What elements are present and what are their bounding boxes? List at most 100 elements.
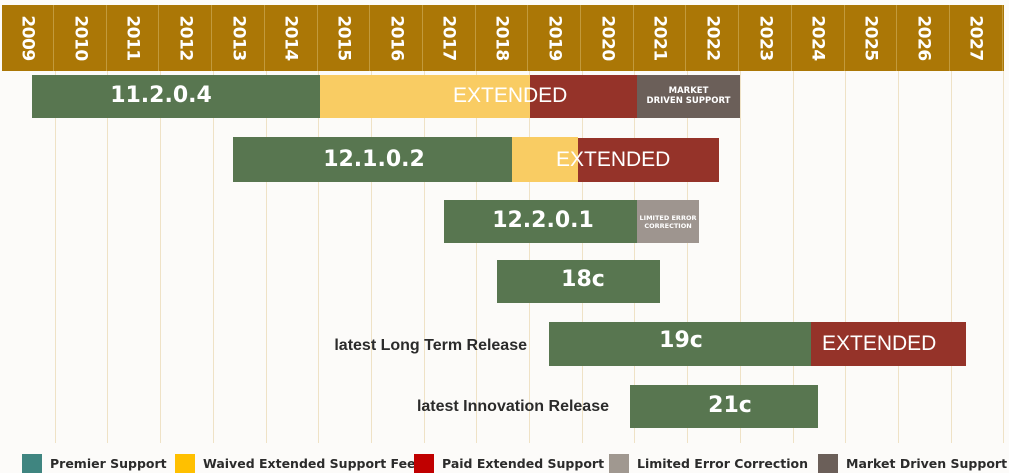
waived-extended-swatch	[175, 454, 195, 473]
year-label: 2015	[333, 15, 354, 61]
year-tick-2016: 2016	[371, 5, 423, 71]
gridline	[898, 71, 899, 443]
year-label: 2011	[122, 15, 143, 61]
year-label: 2023	[755, 15, 776, 61]
legend-label: Paid Extended Support	[442, 456, 605, 471]
year-tick-2025: 2025	[845, 5, 898, 71]
legend-item-market-driven-support: Market Driven Support	[818, 454, 1007, 473]
year-tick-2020: 2020	[582, 5, 634, 71]
year-label: 2026	[913, 15, 934, 61]
paid-extended-segment	[578, 138, 719, 182]
waived-extended-segment	[512, 137, 578, 182]
premier-support-swatch	[22, 454, 42, 473]
version-label: 19c	[659, 328, 703, 353]
paid-extended-swatch	[414, 454, 434, 473]
premier-support-segment	[233, 137, 512, 182]
year-label: 2017	[439, 15, 460, 61]
mds-label-line2: DRIVEN SUPPORT	[646, 96, 731, 106]
year-label: 2009	[17, 15, 38, 61]
legend-item-limited-error-correction: Limited Error Correction	[609, 454, 808, 473]
market-driven-support-segment	[637, 75, 740, 118]
year-tick-2024: 2024	[793, 5, 845, 71]
paid-extended-segment	[811, 322, 966, 366]
year-tick-2018: 2018	[476, 5, 529, 71]
year-label: 2024	[807, 15, 828, 61]
lec-label-line2: CORRECTION	[644, 222, 692, 230]
legend-label: Market Driven Support	[846, 456, 1008, 471]
extended-label: EXTENDED	[556, 148, 671, 171]
extended-label: EXTENDED	[822, 332, 937, 355]
premier-support-segment	[444, 200, 637, 243]
year-label: 2014	[280, 15, 301, 61]
year-tick-2014: 2014	[266, 5, 318, 71]
version-label: 18c	[561, 267, 605, 292]
year-tick-2011: 2011	[107, 5, 160, 71]
year-header-band	[2, 5, 1004, 71]
year-tick-2023: 2023	[740, 5, 792, 71]
gridline	[371, 71, 372, 443]
year-tick-2019: 2019	[529, 5, 581, 71]
year-tick-2010: 2010	[55, 5, 107, 71]
year-label: 2010	[70, 15, 91, 61]
market-driven-label: MARKET DRIVEN SUPPORT	[637, 86, 740, 106]
year-label: 2012	[175, 15, 196, 61]
legend: Premier Support Waived Extended Support …	[0, 450, 1009, 473]
gridline	[740, 71, 741, 443]
limited-error-correction-segment	[637, 200, 699, 243]
gridline	[793, 71, 794, 443]
gridline	[634, 71, 635, 443]
year-tick-2017: 2017	[424, 5, 476, 71]
limited-error-correction-swatch	[609, 454, 629, 473]
gridline	[1003, 71, 1004, 443]
legend-label: Premier Support	[50, 456, 167, 471]
year-label: 2020	[597, 15, 618, 61]
year-label: 2022	[702, 15, 723, 61]
legend-item-paid-extended-support: Paid Extended Support	[414, 454, 604, 473]
year-label: 2018	[491, 15, 512, 61]
year-tick-2026: 2026	[898, 5, 950, 71]
gridline	[687, 71, 688, 443]
year-tick-2027: 2027	[951, 5, 1003, 71]
gridline	[107, 71, 108, 443]
paid-extended-segment	[530, 75, 637, 118]
year-tick-2012: 2012	[160, 5, 213, 71]
market-driven-support-swatch	[818, 454, 838, 473]
year-label: 2027	[966, 15, 987, 61]
year-label: 2019	[544, 15, 565, 61]
lec-label-line1: LIMITED ERROR	[639, 214, 697, 222]
gridline	[213, 71, 214, 443]
gridline	[55, 71, 56, 443]
year-tick-2015: 2015	[318, 5, 371, 71]
year-label: 2016	[386, 15, 407, 61]
legend-label: Limited Error Correction	[637, 456, 809, 471]
row-label-innovation-release: latest Innovation Release	[416, 398, 609, 415]
gridline	[160, 71, 161, 443]
extended-label: EXTENDED	[453, 84, 568, 107]
year-tick-2009: 2009	[2, 5, 54, 71]
year-label: 2013	[228, 15, 249, 61]
premier-support-segment	[630, 385, 818, 428]
version-label: 12.1.0.2	[323, 147, 425, 172]
limited-error-correction-label: LIMITED ERROR CORRECTION	[637, 214, 699, 230]
version-label: 12.2.0.1	[492, 208, 594, 233]
waived-extended-segment	[320, 75, 530, 118]
version-label: 11.2.0.4	[110, 83, 212, 108]
year-label: 2021	[649, 15, 670, 61]
year-tick-2022: 2022	[687, 5, 740, 71]
gridline	[529, 71, 530, 443]
legend-item-waived-extended-support-fee: Waived Extended Support Fee	[175, 454, 416, 473]
gridline	[318, 71, 319, 443]
legend-item-premier-support: Premier Support	[22, 454, 167, 473]
year-label: 2025	[860, 15, 881, 61]
gridline	[266, 71, 267, 443]
year-tick-2013: 2013	[213, 5, 265, 71]
legend-label: Waived Extended Support Fee	[203, 456, 416, 471]
gridline	[476, 71, 477, 443]
gridline	[424, 71, 425, 443]
year-tick-2021: 2021	[634, 5, 687, 71]
gridline	[845, 71, 846, 443]
premier-support-segment	[497, 260, 660, 303]
premier-support-segment	[549, 322, 811, 366]
mds-label-line1: MARKET	[668, 86, 709, 96]
